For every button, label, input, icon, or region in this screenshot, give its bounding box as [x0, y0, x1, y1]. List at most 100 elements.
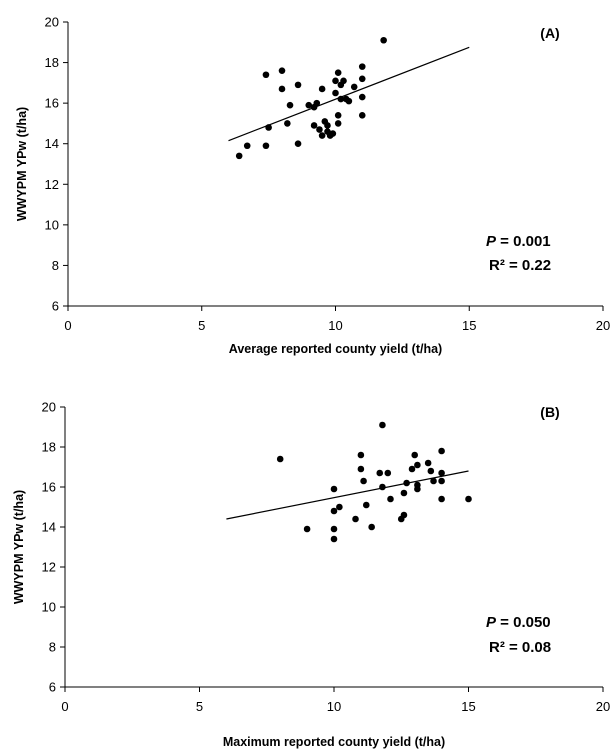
data-point — [358, 112, 366, 119]
data-point — [427, 467, 435, 475]
x-tick-label: 10 — [327, 699, 341, 714]
data-point — [379, 483, 386, 491]
x-tick-label: 20 — [596, 699, 610, 714]
data-point — [262, 71, 270, 79]
data-point — [400, 489, 408, 497]
x-tick-label: 15 — [462, 318, 476, 333]
data-point — [414, 485, 421, 493]
x-tick-label: 5 — [196, 699, 203, 714]
panel-label: (B) — [540, 404, 559, 420]
data-point — [305, 101, 313, 109]
p-value-text: P = 0.001 — [486, 233, 551, 250]
y-tick-label: 8 — [49, 640, 56, 655]
x-tick-label: 10 — [328, 318, 342, 333]
panel-b: 6 8 10 12 14 16 18 20 0 5 10 15 20 Maximum reported c… — [12, 400, 610, 750]
data-point — [303, 525, 311, 533]
data-point — [424, 459, 432, 467]
y-tick-label: 12 — [42, 560, 56, 575]
panel-a: 6 8 10 12 14 16 18 20 0 5 10 15 20 Average reported c… — [15, 15, 610, 357]
y-tick-label: 20 — [45, 15, 59, 30]
data-point — [330, 485, 338, 493]
x-tick-label: 15 — [461, 699, 475, 714]
data-point — [262, 142, 270, 150]
data-point — [316, 126, 323, 133]
x-tick-label: 20 — [596, 318, 610, 333]
x-axis-title: Average reported county yield (t/ha) — [229, 342, 442, 356]
p-symbol: P — [486, 614, 497, 631]
y-tick-label: 16 — [45, 96, 59, 111]
data-point — [438, 469, 445, 477]
data-point — [332, 89, 339, 97]
y-tick-label: 14 — [42, 520, 56, 535]
y-tick-label: 20 — [42, 400, 56, 415]
data-point — [379, 421, 386, 429]
data-point — [284, 120, 291, 127]
data-point — [387, 495, 394, 503]
data-point — [350, 83, 358, 91]
data-point — [313, 99, 321, 107]
data-point — [310, 122, 318, 129]
y-tick-label: 6 — [52, 299, 59, 314]
panel-label: (A) — [540, 25, 559, 41]
data-point — [278, 85, 286, 93]
data-point — [465, 495, 472, 503]
y-tick-label: 14 — [45, 136, 59, 151]
data-point — [400, 511, 408, 519]
data-point — [334, 120, 342, 127]
p-value: = 0.001 — [496, 233, 551, 250]
y-tick-label: 12 — [45, 177, 59, 192]
data-point — [278, 67, 286, 74]
data-point — [265, 124, 272, 131]
data-point — [294, 81, 302, 89]
x-tick-label: 0 — [64, 318, 71, 333]
y-axis-title: WWYPM YPw (t/ha) — [15, 107, 29, 221]
r-squared-text: R² = 0.08 — [489, 639, 551, 656]
data-point — [357, 465, 365, 473]
data-point — [337, 95, 345, 103]
data-point — [318, 132, 326, 139]
data-point — [368, 523, 375, 531]
y-tick-label: 10 — [45, 217, 59, 232]
y-axis-title: WWYPM YPw (t/ha) — [12, 490, 26, 604]
x-tick-label: 5 — [198, 318, 205, 333]
p-value: = 0.050 — [496, 614, 551, 631]
data-point — [357, 451, 365, 459]
data-point — [324, 122, 331, 129]
y-tick-label: 18 — [42, 440, 56, 455]
x-tick-label: 0 — [61, 699, 68, 714]
data-point — [403, 479, 410, 487]
data-point — [438, 447, 445, 455]
data-point — [438, 495, 445, 503]
data-point — [243, 142, 251, 150]
trendline — [226, 470, 469, 520]
data-point — [334, 112, 342, 119]
data-point — [358, 93, 366, 101]
p-value-text: P = 0.050 — [486, 614, 551, 631]
data-point — [329, 130, 337, 137]
data-point — [362, 501, 370, 509]
data-point — [294, 140, 302, 148]
x-axis-title: Maximum reported county yield (t/ha) — [223, 735, 445, 749]
data-point — [332, 77, 339, 85]
data-point — [330, 525, 338, 533]
y-tick-label: 18 — [45, 55, 59, 70]
data-point — [408, 465, 416, 473]
data-point — [358, 75, 366, 83]
r-squared-text: R² = 0.22 — [489, 257, 551, 274]
y-tick-label: 16 — [42, 480, 56, 495]
data-point — [235, 152, 243, 160]
data-point — [318, 85, 326, 93]
data-point — [430, 477, 437, 485]
p-symbol: P — [486, 233, 497, 250]
data-point — [358, 63, 366, 70]
y-tick-label: 6 — [49, 680, 56, 695]
data-point — [276, 455, 284, 463]
data-point — [414, 461, 421, 469]
data-point — [384, 469, 392, 477]
data-point — [438, 477, 445, 485]
y-tick-label: 8 — [52, 258, 59, 273]
data-point — [336, 503, 343, 511]
data-point — [330, 507, 338, 515]
data-point — [380, 36, 387, 44]
